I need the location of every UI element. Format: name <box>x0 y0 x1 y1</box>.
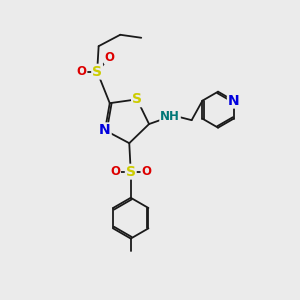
Text: NH: NH <box>160 110 180 123</box>
Text: S: S <box>126 165 136 179</box>
Text: O: O <box>105 51 115 64</box>
Text: N: N <box>228 94 239 108</box>
Text: N: N <box>99 123 111 137</box>
Text: O: O <box>141 165 152 178</box>
Text: S: S <box>132 92 142 106</box>
Text: O: O <box>110 165 120 178</box>
Text: O: O <box>76 65 86 78</box>
Text: S: S <box>92 65 102 79</box>
